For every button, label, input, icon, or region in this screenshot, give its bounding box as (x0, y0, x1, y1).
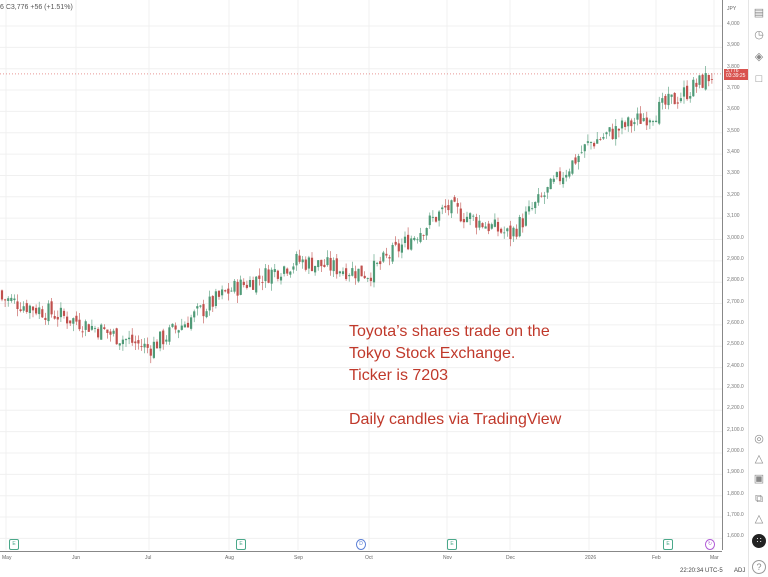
month-label: Oct (365, 555, 373, 561)
month-label: Nov (443, 555, 452, 561)
price-axis[interactable]: JPY 4,000 3,900 3,800 3,700 3,600 3,500 3,400 3… (722, 0, 749, 550)
target-icon[interactable]: ◎ (754, 433, 764, 445)
price-label: 2,800.0 (727, 277, 744, 284)
layers-icon[interactable]: ◈ (754, 51, 764, 63)
dividend-event-icon[interactable]: D (356, 539, 366, 550)
price-label: 4,000 (727, 21, 740, 27)
month-label: 2026 (585, 555, 597, 561)
ideas-icon[interactable]: △ (754, 453, 764, 465)
month-label: Mar (710, 555, 719, 561)
price-label: 2,000.0 (727, 448, 744, 454)
annotation-line: Toyota’s shares trade on the (349, 323, 550, 340)
month-label: May (2, 555, 12, 561)
time-axis[interactable]: May Jun Jul Aug Sep Oct Nov Dec 2026 Feb Mar (0, 551, 722, 566)
price-label: 3,200 (727, 191, 740, 198)
help-icon[interactable]: ? (752, 560, 766, 574)
month-label: Aug (225, 555, 234, 561)
price-label: 3,800 (727, 63, 740, 70)
adj-toggle[interactable]: ADJ (734, 568, 746, 574)
current-price-tag: 3,776 03:39:25 (724, 68, 748, 80)
price-label: 1,800.0 (727, 490, 744, 497)
annotation-line: Tokyo Stock Exchange. (349, 345, 516, 362)
price-label: 3,300 (727, 170, 740, 177)
price-label: 3,500 (727, 127, 740, 134)
price-label: 2,900.0 (727, 255, 744, 262)
month-label: Dec (506, 555, 515, 561)
chat-icon[interactable]: □ (755, 73, 763, 85)
price-label: 3,000.0 (727, 234, 744, 241)
ohlc-legend: 6 C3,776 +56 (+1.51%) (0, 4, 73, 11)
price-label: 3,700 (727, 85, 740, 92)
price-label: 3,600 (727, 106, 740, 113)
calendar-icon[interactable]: ▣ (753, 473, 765, 485)
right-sidebar: ▤ ◷ ◈ □ ◎ △ ▣ ⧉ △ ∷ ? (748, 0, 768, 577)
annotation-text: Toyota’s shares trade on the Tokyo Stock… (349, 321, 561, 431)
month-label: Jun (72, 555, 81, 561)
price-label: 1,900.0 (727, 469, 744, 476)
earnings-event-icon[interactable]: E (447, 539, 457, 550)
candlestick-chart[interactable] (0, 0, 722, 550)
month-label: Sep (294, 555, 303, 561)
price-label: 1,700.0 (727, 512, 744, 519)
watchlist-icon[interactable]: ▤ (753, 7, 765, 19)
price-label: 3,400 (727, 149, 740, 156)
price-label: 2,100.0 (727, 426, 744, 433)
split-event-icon[interactable]: ↻ (705, 539, 715, 550)
currency-label[interactable]: JPY (727, 6, 737, 12)
apps-grid-icon[interactable]: ∷ (752, 534, 766, 548)
clock[interactable]: 22:20:34 UTC-5 (680, 568, 723, 574)
price-label: 3,900 (727, 42, 740, 49)
alert-clock-icon[interactable]: ◷ (754, 29, 764, 41)
annotation-line: Daily candles via TradingView (349, 411, 562, 428)
month-label: Jul (145, 555, 152, 561)
annotation-line: Ticker is 7203 (349, 367, 448, 384)
price-label: 2,600.0 (727, 319, 744, 326)
price-label: 2,500.0 (727, 341, 744, 348)
earnings-event-icon[interactable]: E (9, 539, 19, 550)
price-label: 3,100 (727, 213, 740, 220)
notification-bell-icon[interactable]: △ (754, 513, 764, 525)
price-label: 1,600.0 (727, 533, 744, 540)
price-label: 2,700.0 (727, 298, 744, 305)
earnings-event-icon[interactable]: E (663, 539, 673, 550)
earnings-event-icon[interactable]: E (236, 539, 246, 550)
price-label: 2,200.0 (727, 405, 744, 412)
month-label: Feb (652, 555, 661, 561)
price-label: 2,400.0 (727, 362, 744, 369)
price-label: 2,300.0 (727, 383, 744, 390)
stream-icon[interactable]: ⧉ (755, 493, 763, 505)
